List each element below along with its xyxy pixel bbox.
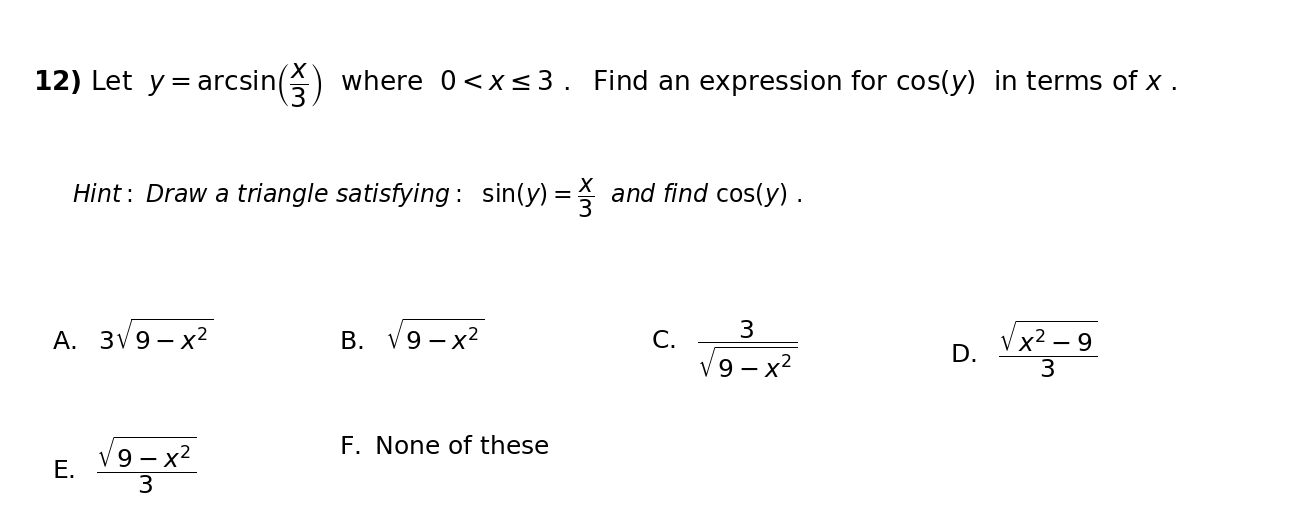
Text: $\mathbf{12)}$ $\mathrm{Let} \ \ y = \arcsin\!\left(\dfrac{x}{3}\right) \ \ \mat: $\mathbf{12)}$ $\mathrm{Let} \ \ y = \ar… — [33, 61, 1177, 109]
Text: $\mathrm{D.}\ \ \dfrac{\sqrt{x^2-9}}{3}$: $\mathrm{D.}\ \ \dfrac{\sqrt{x^2-9}}{3}$ — [950, 318, 1099, 379]
Text: $\mathrm{B.}\ \ \sqrt{9-x^2}$: $\mathrm{B.}\ \ \sqrt{9-x^2}$ — [339, 318, 484, 355]
Text: $\mathrm{C.}\ \ \dfrac{3}{\sqrt{9-x^2}}$: $\mathrm{C.}\ \ \dfrac{3}{\sqrt{9-x^2}}$ — [651, 318, 797, 380]
Text: $\mathrm{A.}\ \ 3\sqrt{9-x^2}$: $\mathrm{A.}\ \ 3\sqrt{9-x^2}$ — [52, 318, 214, 355]
Text: $\mathrm{F.\ None\ of\ these}$: $\mathrm{F.\ None\ of\ these}$ — [339, 434, 549, 458]
Text: $\mathrm{E.}\ \ \dfrac{\sqrt{9-x^2}}{3}$: $\mathrm{E.}\ \ \dfrac{\sqrt{9-x^2}}{3}$ — [52, 434, 197, 495]
Text: $\mathit{Hint{:}\ Draw\ a\ triangle\ satisfying{:}}$$\ \ \sin(y) = \dfrac{x}{3} : $\mathit{Hint{:}\ Draw\ a\ triangle\ sat… — [72, 177, 802, 220]
